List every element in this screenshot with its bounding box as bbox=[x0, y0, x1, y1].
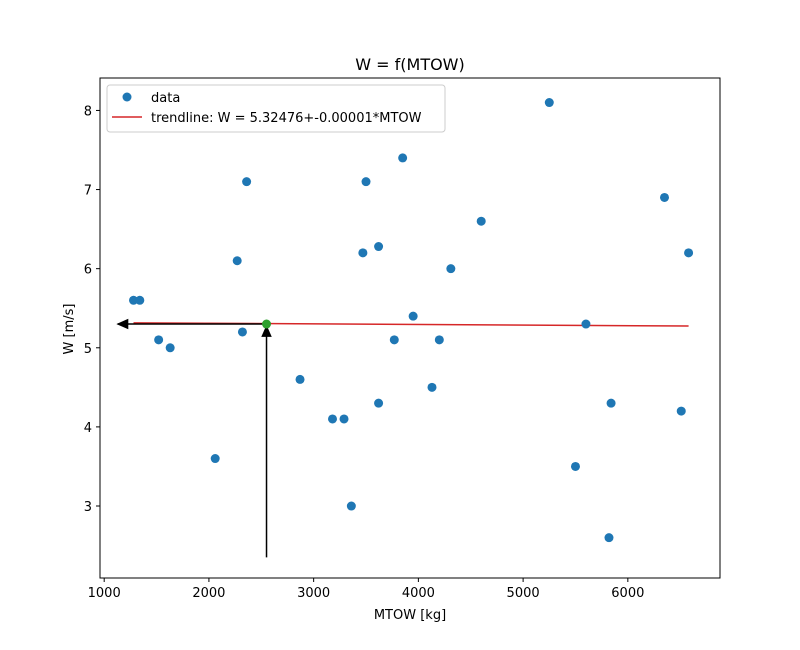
data-point bbox=[446, 264, 456, 274]
data-point bbox=[398, 153, 408, 163]
x-axis-ticks: 1000 2000 3000 4000 5000 6000 bbox=[88, 578, 644, 601]
data-point bbox=[129, 295, 139, 305]
data-point bbox=[476, 216, 486, 226]
data-point bbox=[358, 248, 368, 258]
x-axis-label: MTOW [kg] bbox=[374, 608, 446, 623]
axes-frame bbox=[99, 77, 721, 579]
data-point bbox=[604, 533, 614, 543]
x-tick-label: 2000 bbox=[192, 586, 225, 601]
y-tick-label: 4 bbox=[84, 421, 92, 436]
plot-area bbox=[116, 98, 694, 558]
legend-label-trendline: trendline: W = 5.32476+-0.00001*MTOW bbox=[151, 111, 422, 126]
data-point bbox=[684, 248, 694, 258]
data-point bbox=[135, 295, 145, 305]
data-point bbox=[659, 192, 669, 202]
x-tick-label: 3000 bbox=[297, 586, 330, 601]
legend-label-data: data bbox=[151, 91, 180, 106]
data-point bbox=[408, 311, 418, 321]
y-tick-label: 7 bbox=[84, 184, 92, 199]
data-point bbox=[389, 335, 399, 345]
data-point bbox=[570, 461, 580, 471]
data-point bbox=[165, 343, 175, 353]
y-tick-label: 6 bbox=[84, 263, 92, 278]
data-point bbox=[374, 242, 384, 252]
data-point bbox=[232, 256, 242, 266]
y-axis-label: W [m/s] bbox=[62, 304, 77, 355]
data-point bbox=[346, 501, 356, 511]
data-point bbox=[237, 327, 247, 337]
legend-box bbox=[106, 84, 446, 133]
legend: data trendline: W = 5.32476+-0.00001*MTOW bbox=[106, 84, 446, 133]
x-tick-label: 1000 bbox=[88, 586, 121, 601]
data-point bbox=[154, 335, 164, 345]
y-tick-label: 3 bbox=[84, 500, 92, 515]
y-axis-ticks: 3 4 5 6 7 8 bbox=[84, 104, 100, 515]
y-tick-label: 8 bbox=[84, 104, 92, 119]
highlight-point bbox=[262, 319, 272, 329]
data-point bbox=[581, 319, 591, 329]
x-tick-label: 4000 bbox=[402, 586, 435, 601]
data-point bbox=[544, 98, 554, 108]
data-point bbox=[427, 382, 437, 392]
data-point bbox=[328, 414, 337, 424]
data-point bbox=[210, 454, 220, 464]
legend-marker-data bbox=[122, 92, 132, 102]
data-point bbox=[295, 374, 305, 384]
data-point bbox=[374, 398, 384, 408]
data-point bbox=[434, 335, 444, 345]
data-point bbox=[361, 177, 371, 187]
y-tick-label: 5 bbox=[84, 342, 92, 357]
data-point bbox=[606, 398, 616, 408]
x-tick-label: 5000 bbox=[507, 586, 540, 601]
data-point bbox=[242, 177, 252, 187]
chart-title: W = f(MTOW) bbox=[355, 55, 465, 74]
data-point bbox=[339, 414, 349, 424]
data-point bbox=[676, 406, 686, 416]
x-tick-label: 6000 bbox=[611, 586, 644, 601]
